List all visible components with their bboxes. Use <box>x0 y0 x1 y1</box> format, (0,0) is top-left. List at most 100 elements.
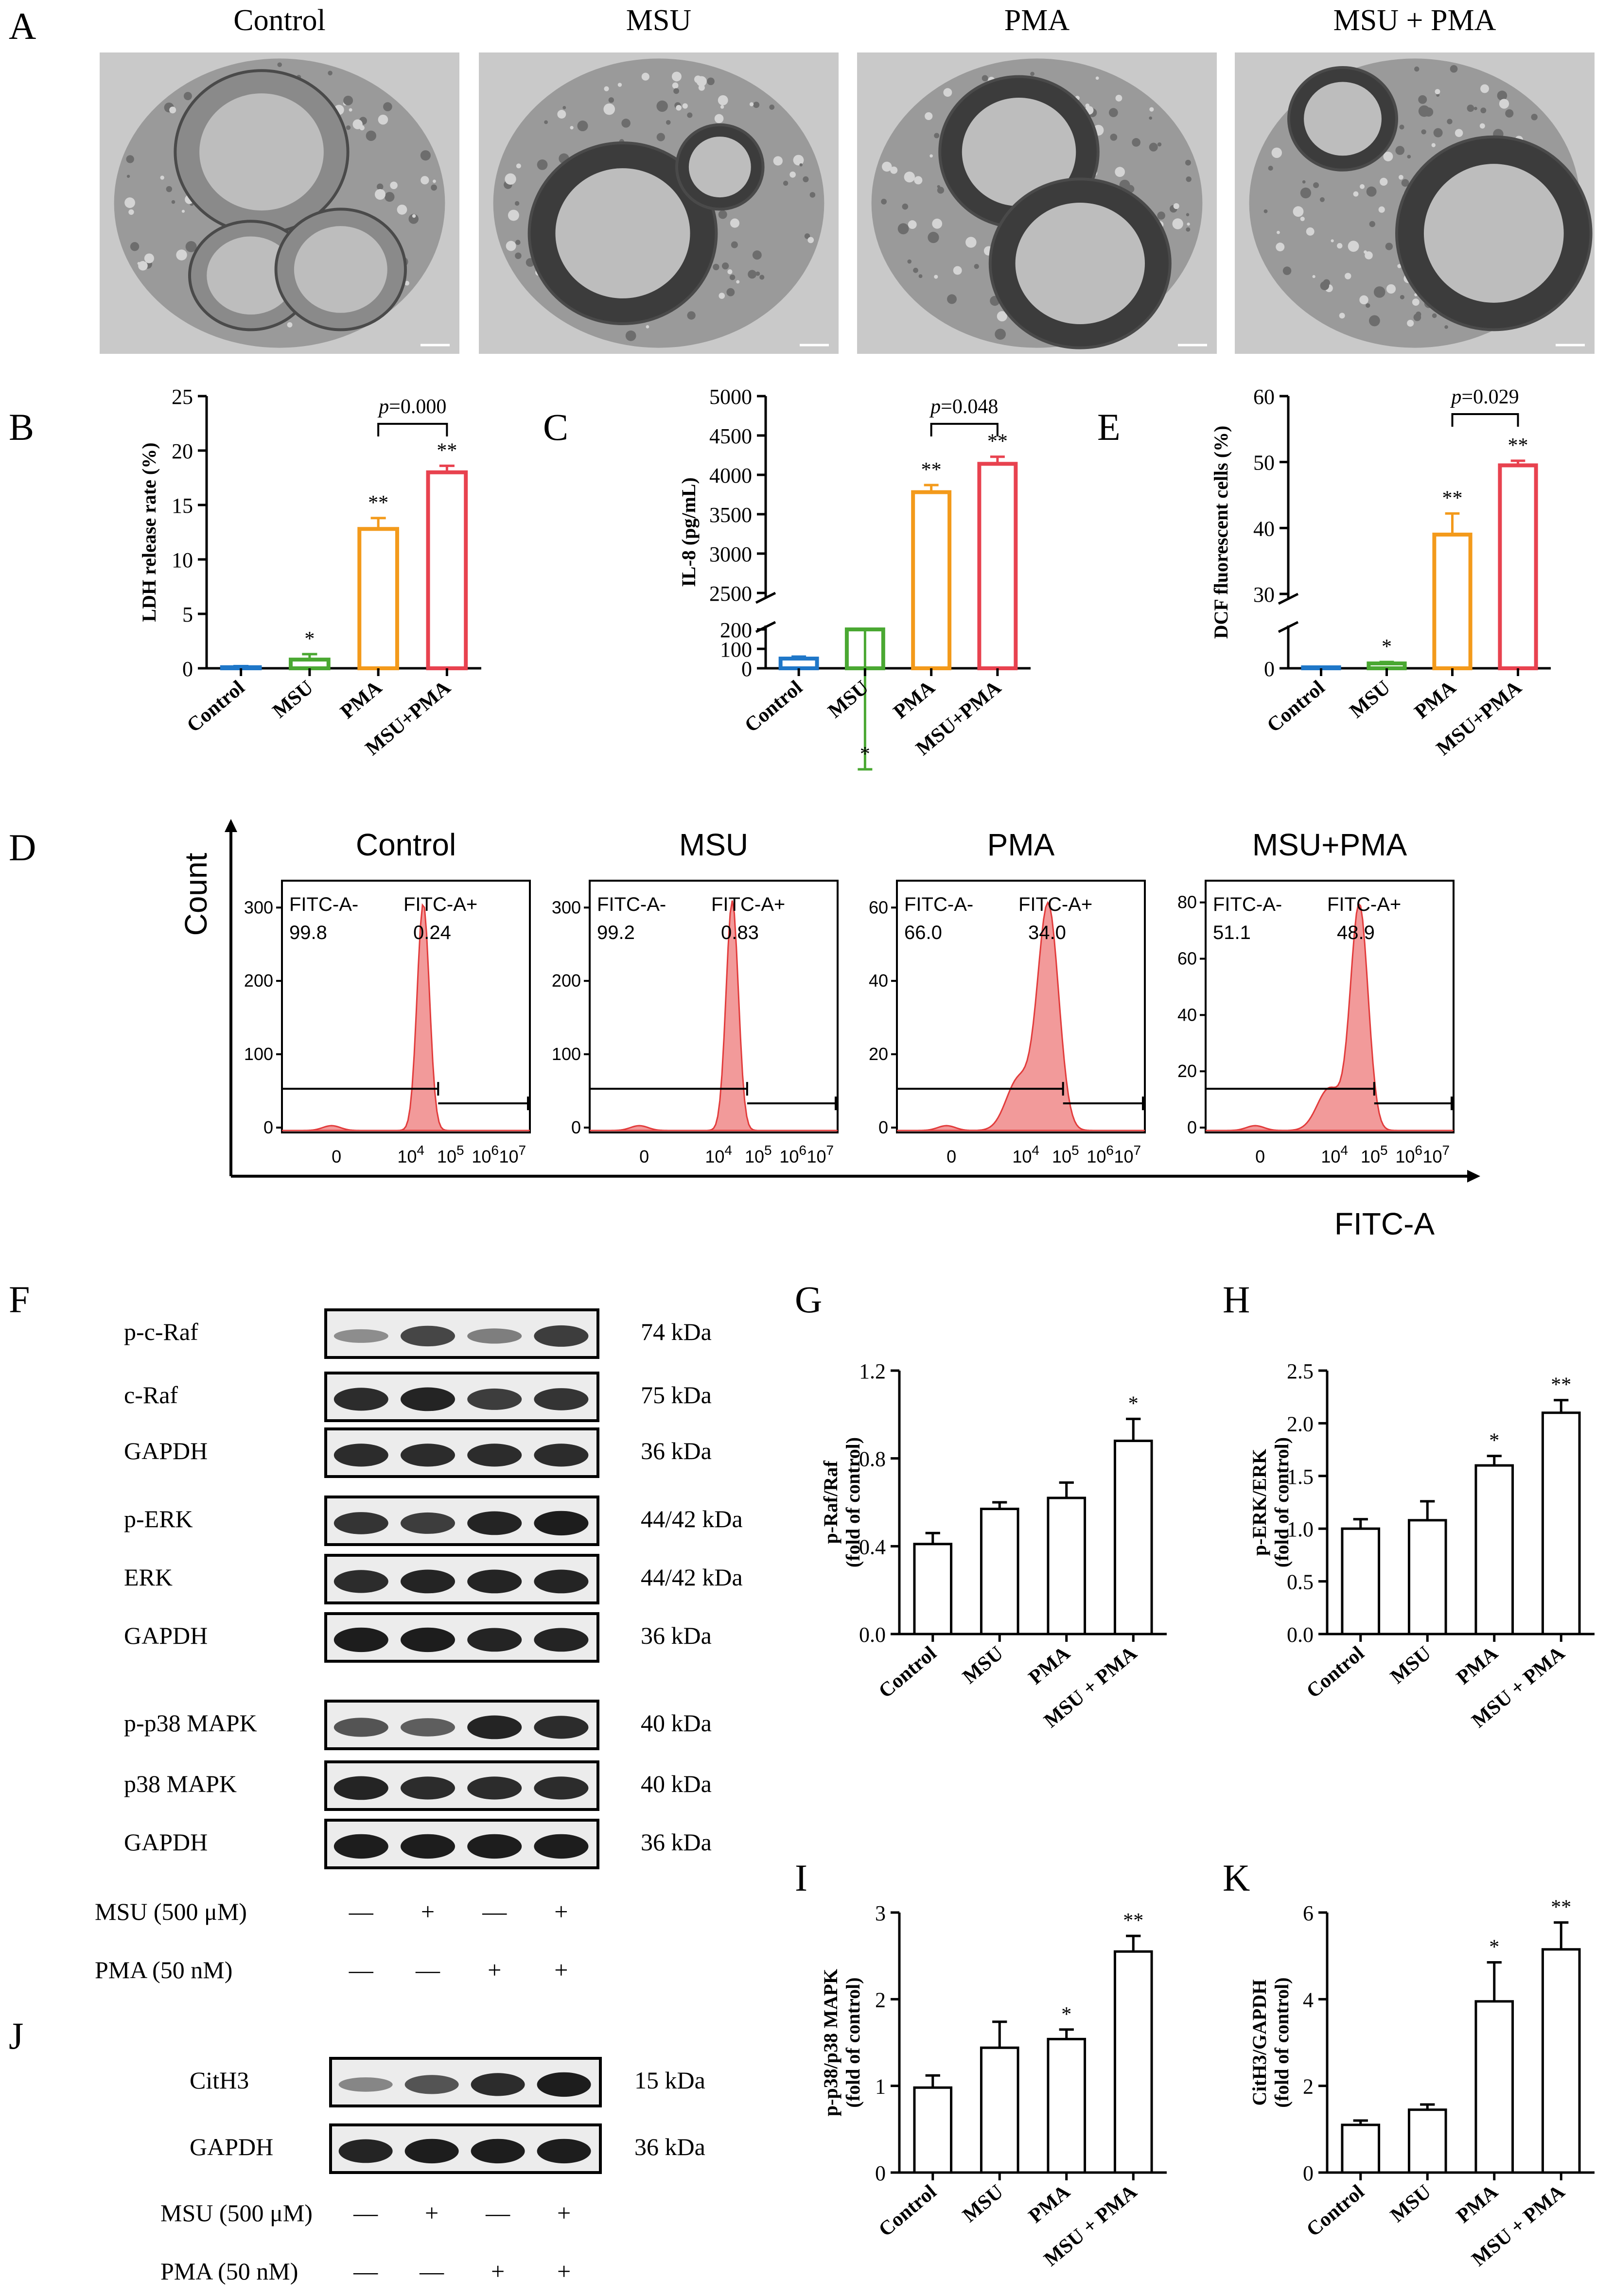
panel-letter-E: E <box>1097 406 1121 448</box>
blot-band <box>333 1329 388 1343</box>
granule <box>176 249 187 261</box>
y-axis-label-units: (fold of control) <box>842 1977 864 2107</box>
blot-band <box>467 1328 522 1344</box>
flow-x-label: FITC-A <box>1334 1206 1435 1241</box>
gate-neg-label: FITC-A- <box>289 894 358 915</box>
treatment-label: PMA (50 nM) <box>95 1956 232 1983</box>
granule <box>1444 325 1448 329</box>
tick-base: 0 <box>639 1147 649 1166</box>
granule <box>1368 315 1380 327</box>
blot-kda: 36 kDa <box>634 2133 705 2160</box>
granule <box>646 325 649 329</box>
tick-exponent: 4 <box>417 1143 424 1158</box>
granule <box>1149 107 1154 112</box>
granule <box>672 82 679 89</box>
tick-base: 10 <box>806 1147 826 1166</box>
flow-x-tick-label: 104 <box>397 1143 424 1166</box>
tem-msu: MSU <box>479 4 839 354</box>
y-tick-label: 4000 <box>709 464 752 487</box>
gate-pos-label: FITC-A+ <box>1018 894 1092 915</box>
x-tick-label: MSU <box>1386 2180 1436 2226</box>
blot-band <box>338 2139 393 2163</box>
granule <box>1399 124 1404 130</box>
flow-frame <box>589 880 839 1133</box>
granule <box>943 88 952 97</box>
granule <box>726 288 735 296</box>
flow-x-tick-label: 0 <box>639 1147 649 1166</box>
blot-band <box>534 1776 589 1800</box>
y-axis-label-units: (fold of control) <box>1271 1437 1293 1567</box>
p-value: =0.029 <box>1461 386 1519 408</box>
granule <box>1360 184 1365 189</box>
x-tick-label: PMA <box>1452 2180 1502 2227</box>
granule <box>1499 99 1509 109</box>
blots-J: CitH3 15 kDa GAPDH 36 kDa MSU (500 μM) — + — + PM… <box>160 2057 705 2285</box>
y-axis-label: DCF fluorescent cells (%) <box>1210 426 1232 639</box>
blot-kda: 40 kDa <box>641 1709 712 1737</box>
tick-base: 0 <box>332 1147 341 1166</box>
granule <box>687 112 693 118</box>
blot-kda: 44/42 kDa <box>641 1564 743 1591</box>
granule <box>1186 227 1191 232</box>
granule <box>799 163 803 167</box>
blot-band <box>467 1834 522 1859</box>
gate-neg-value: 99.2 <box>597 922 635 943</box>
blot-band <box>401 1569 455 1594</box>
flow-x-tick-label: 107 <box>499 1143 526 1166</box>
tem-msu-pma: MSU + PMA <box>1235 4 1595 354</box>
x-tick-label: PMA <box>1452 1642 1502 1689</box>
granule <box>506 241 516 251</box>
granule <box>809 192 816 198</box>
granule <box>1186 213 1190 216</box>
granule <box>1436 93 1440 97</box>
blot-band <box>471 2073 525 2096</box>
tick-exponent: 4 <box>1032 1143 1039 1158</box>
flow-y-tick-label: 0 <box>263 1117 273 1137</box>
granule <box>789 171 796 178</box>
y-tick-label: 0.8 <box>859 1447 886 1471</box>
granule <box>508 209 519 221</box>
granule <box>997 311 1007 322</box>
gate-pos-value: 48.9 <box>1337 922 1375 943</box>
granule <box>727 269 733 275</box>
granule <box>1187 222 1190 226</box>
y-tick-label: 2.5 <box>1287 1359 1314 1383</box>
granule <box>965 237 977 248</box>
flow-panel-4: MSU+PMA 0 20 40 60 80 FITC-A- 51.1 FITC-A+ 48.9 0 1… <box>1177 827 1455 1166</box>
granule <box>1149 116 1153 120</box>
granule <box>707 77 715 86</box>
y-tick-label: 50 <box>1253 451 1275 475</box>
blot-band <box>534 1716 589 1739</box>
y-tick-label: 0.5 <box>1287 1570 1314 1594</box>
granule <box>617 83 622 87</box>
tick-exponent: 5 <box>1380 1143 1388 1158</box>
bar <box>1113 1950 1153 2174</box>
flow-y-tick-label: 0 <box>878 1117 888 1137</box>
granule <box>1416 312 1421 317</box>
granule <box>160 175 164 180</box>
blot-band <box>401 1512 455 1534</box>
granule <box>687 311 696 320</box>
y-tick-label: 1.0 <box>1287 1517 1314 1541</box>
blot-band <box>534 1325 589 1347</box>
bar <box>1367 661 1407 670</box>
x-tick-label: Control <box>875 2180 941 2241</box>
granule <box>1185 159 1191 166</box>
panel-letter-J: J <box>9 2015 23 2057</box>
granule <box>126 155 134 163</box>
granule <box>914 176 923 185</box>
granule <box>1407 155 1411 159</box>
treatment-label: MSU (500 μM) <box>160 2199 313 2226</box>
x-tick-label: Control <box>183 676 249 737</box>
treatment-sign: — <box>349 1898 374 1925</box>
tick-base: 10 <box>1087 1147 1106 1166</box>
blot-kda: 40 kDa <box>641 1770 712 1797</box>
bar <box>1474 2000 1514 2174</box>
gate-pos-value: 0.24 <box>413 922 451 943</box>
granule <box>383 102 392 111</box>
blot-band <box>467 1388 522 1410</box>
flow-x-tick-label: 0 <box>947 1147 956 1166</box>
granule <box>169 106 176 114</box>
